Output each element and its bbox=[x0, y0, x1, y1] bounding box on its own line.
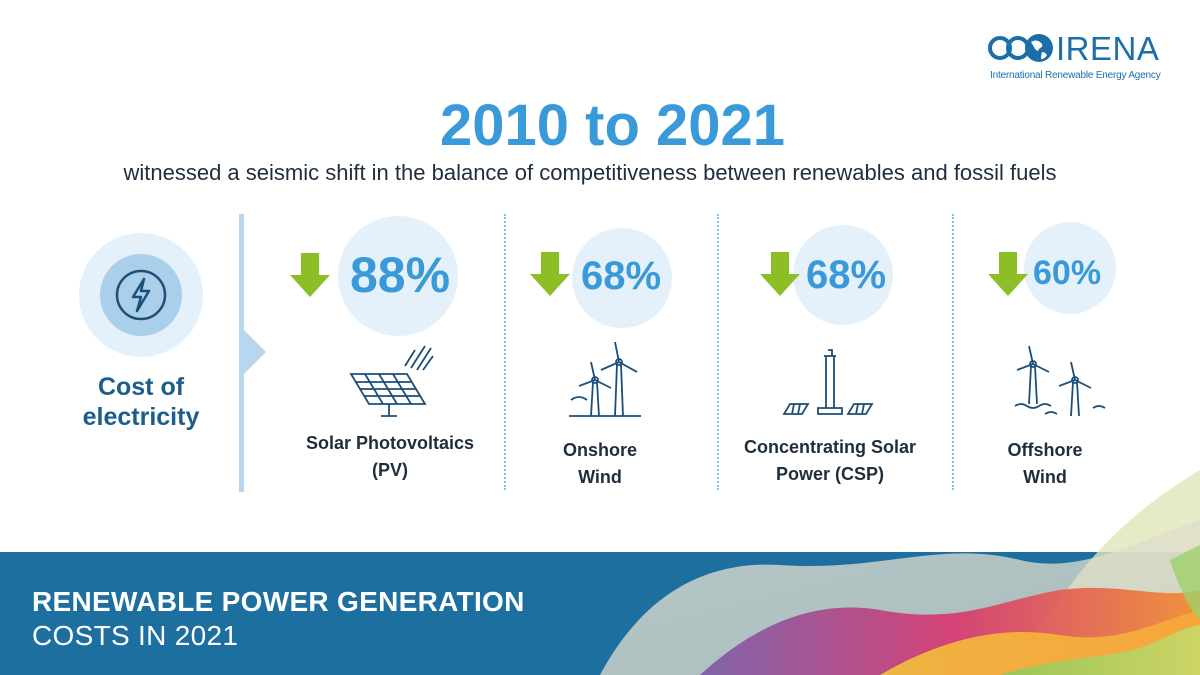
page-subtitle: witnessed a seismic shift in the balance… bbox=[123, 160, 1057, 185]
divider-bar bbox=[239, 214, 244, 492]
label-onshore-wind-line1: Onshore bbox=[562, 440, 637, 460]
electricity-circle-inner bbox=[100, 254, 182, 336]
label-csp: Concentrating Solar Power (CSP) bbox=[730, 434, 930, 488]
down-arrow-icon bbox=[530, 252, 570, 296]
label-offshore-wind-line1: Offshore bbox=[1007, 440, 1083, 460]
csp-tower-icon bbox=[782, 349, 874, 415]
cost-of-electricity-label: Cost of electricity bbox=[56, 372, 226, 432]
percent-circle bbox=[793, 225, 893, 325]
percent-offshore-wind: 60% bbox=[1033, 254, 1102, 292]
percent-csp: 68% bbox=[806, 253, 887, 297]
label-offshore-wind: Offshore Wind bbox=[985, 437, 1105, 491]
down-arrow-icon bbox=[760, 252, 800, 296]
percent-circle bbox=[572, 228, 672, 328]
label-solar-pv-line2: (PV) bbox=[372, 460, 408, 480]
irena-tagline: International Renewable Energy Agency bbox=[990, 70, 1161, 81]
column-divider bbox=[717, 214, 719, 490]
column-divider bbox=[504, 214, 506, 490]
label-solar-pv-line1: Solar Photovoltaics bbox=[305, 433, 475, 453]
percent-onshore-wind: 68% bbox=[581, 254, 662, 298]
percent-solar-pv: 88% bbox=[350, 247, 451, 303]
lightning-bolt-icon bbox=[115, 269, 167, 321]
label-csp-line1: Concentrating Solar bbox=[743, 437, 917, 457]
solar-panel-icon bbox=[349, 345, 434, 417]
cost-label-line1: Cost of bbox=[97, 373, 185, 401]
footer-title: RENEWABLE POWER GENERATION bbox=[32, 586, 525, 617]
down-arrow-icon bbox=[988, 252, 1028, 296]
offshore-wind-icon bbox=[1014, 345, 1106, 417]
onshore-wind-icon bbox=[569, 341, 641, 417]
divider-pointer bbox=[244, 330, 266, 374]
cost-label-line2: electricity bbox=[82, 403, 200, 431]
irena-name: IRENA bbox=[1056, 30, 1160, 67]
label-csp-line2: Power (CSP) bbox=[775, 464, 885, 484]
column-divider bbox=[952, 214, 954, 490]
label-onshore-wind-line2: Wind bbox=[578, 467, 622, 487]
label-solar-pv: Solar Photovoltaics (PV) bbox=[285, 430, 495, 484]
footer-subtitle: COSTS IN 2021 bbox=[32, 620, 239, 651]
label-onshore-wind: Onshore Wind bbox=[530, 437, 670, 491]
percent-circle bbox=[1024, 222, 1116, 314]
page-title: 2010 to 2021 bbox=[439, 93, 786, 158]
down-arrow-icon bbox=[290, 253, 330, 297]
label-offshore-wind-line2: Wind bbox=[1023, 467, 1067, 487]
irena-logo: IRENA International Renewable Energy Age… bbox=[988, 30, 1188, 90]
irena-logo-icon bbox=[988, 34, 1053, 62]
percent-circle bbox=[338, 216, 458, 336]
